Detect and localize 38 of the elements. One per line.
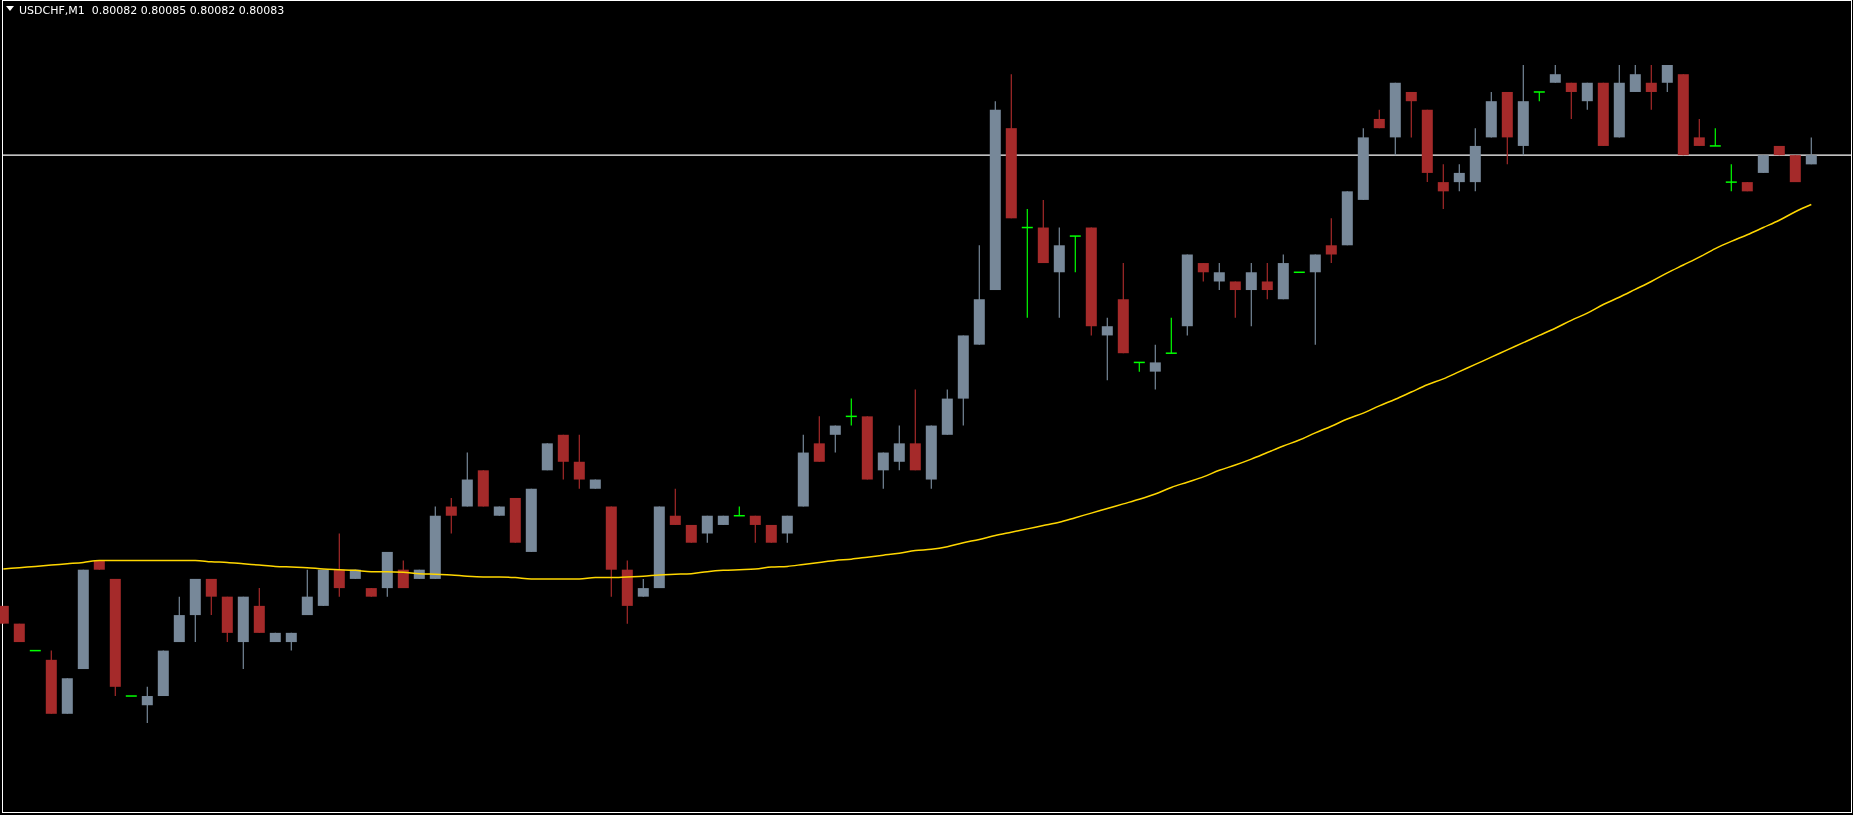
- candlestick: [1309, 253, 1321, 346]
- candlestick: [141, 686, 153, 724]
- candlestick: [877, 451, 889, 490]
- candlestick: [1405, 91, 1417, 138]
- candlestick: [1197, 262, 1209, 283]
- chart-title: USDCHF,M1 0.80082 0.80085 0.80082 0.80083: [19, 4, 285, 17]
- candlestick: [813, 415, 825, 463]
- candlestick: [1245, 262, 1257, 327]
- candlestick: [1453, 163, 1465, 192]
- candlestick: [1213, 262, 1225, 291]
- candlestick: [1565, 82, 1577, 120]
- candlestick: [1229, 280, 1241, 319]
- candlestick: [445, 497, 457, 535]
- candlestick: [301, 569, 313, 616]
- candlestick: [893, 424, 905, 471]
- candlestick: [1325, 217, 1337, 264]
- candlestick: [1437, 163, 1449, 210]
- candlestick: [1645, 64, 1657, 111]
- candlestick: [1069, 235, 1081, 273]
- candlestick: [1581, 82, 1593, 111]
- candlestick: [1165, 317, 1177, 354]
- candlestick: [1629, 64, 1641, 93]
- candlestick: [1149, 344, 1161, 390]
- candlestick: [1101, 317, 1113, 381]
- candlestick: [749, 515, 761, 544]
- candlestick: [1693, 118, 1705, 147]
- candlestick: [205, 578, 217, 616]
- candlestick: [397, 559, 409, 589]
- candlestick: [1261, 262, 1273, 300]
- candlestick: [701, 515, 713, 544]
- candlestick: [829, 424, 841, 454]
- candlestick: [669, 488, 681, 526]
- candlestick: [1661, 64, 1673, 93]
- candlestick: [573, 434, 585, 490]
- candlestick: [1805, 136, 1817, 165]
- candlestick: [781, 515, 793, 544]
- candlestick: [1725, 163, 1737, 192]
- candlestick: [333, 532, 345, 598]
